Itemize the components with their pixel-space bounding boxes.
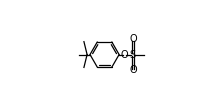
Text: S: S: [130, 50, 136, 60]
Text: O: O: [129, 65, 137, 75]
Text: O: O: [121, 50, 128, 60]
Text: O: O: [129, 34, 137, 44]
